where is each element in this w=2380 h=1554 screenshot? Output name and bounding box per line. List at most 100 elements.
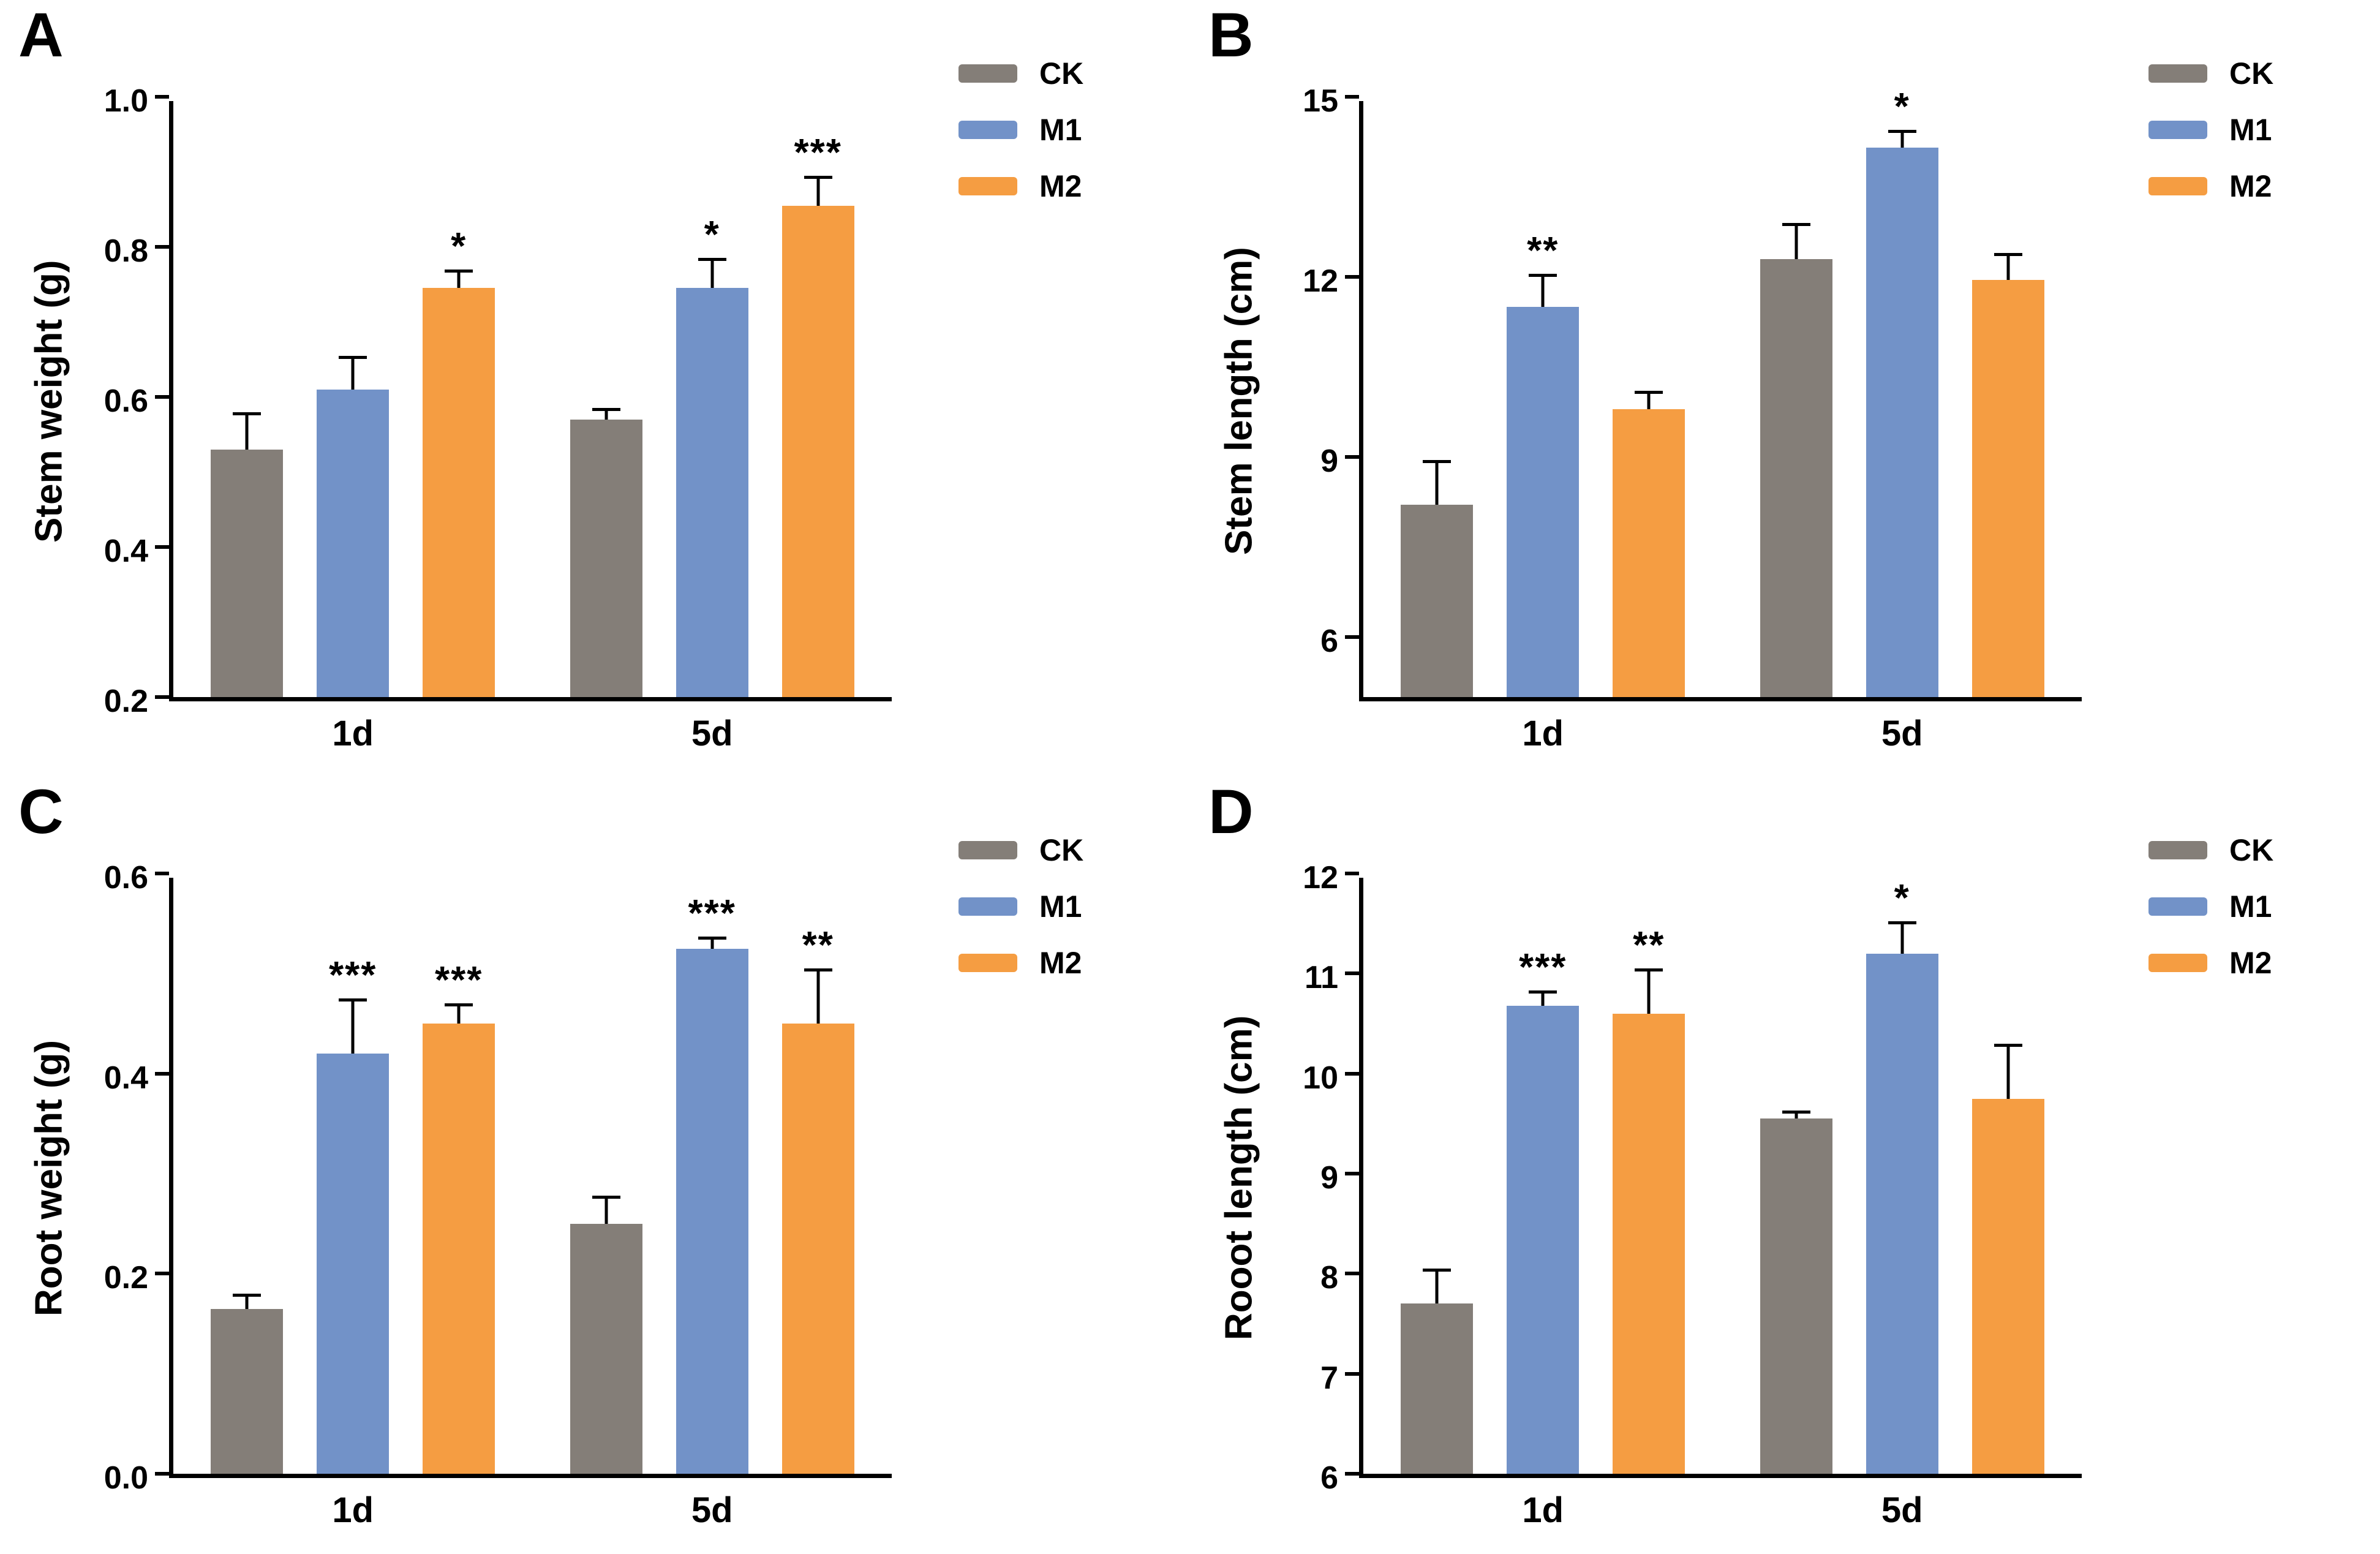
error-bar-line	[1541, 274, 1545, 307]
y-tick-label: 0.4	[104, 1060, 148, 1096]
y-tick-mark	[155, 1272, 169, 1276]
bar-group-5d: *	[1723, 88, 2082, 697]
chart: Root weight (g) 0.0 0.2 0.4 0.6 *** *** *** **…	[21, 862, 892, 1530]
error-bar-cap	[233, 412, 262, 415]
error-bar	[233, 1294, 262, 1309]
y-tick-labels: 0.0 0.2 0.4 0.6	[77, 862, 169, 1494]
y-tick-label: 12	[1303, 263, 1338, 299]
error-bar	[1782, 1111, 1810, 1119]
bar-m1-1d	[317, 355, 390, 697]
error-bar-line	[604, 408, 608, 420]
y-tick-mark	[155, 872, 169, 875]
legend-swatch-ck	[958, 64, 1017, 83]
bar-ck-1d	[1401, 459, 1474, 697]
y-tick-label: 10	[1303, 1060, 1338, 1096]
panel-b: B Stem length (cm) 6 9 12 15 ** * 1d 5d CK M1 M…	[1190, 0, 2380, 777]
x-labels: 1d 5d	[1363, 713, 2082, 754]
y-tick-mark	[155, 695, 169, 699]
y-tick-mark	[1345, 971, 1359, 976]
error-bar-line	[1900, 129, 1904, 148]
bar-m2-5d: **	[781, 927, 854, 1474]
error-bar	[1782, 222, 1810, 259]
bar-m1-5d: ***	[676, 894, 748, 1474]
bar-ck-1d	[211, 412, 284, 697]
legend-label: CK	[2229, 56, 2274, 91]
y-tick-mark	[155, 95, 169, 99]
bar-m2-5d	[1971, 252, 2044, 697]
error-bar	[1423, 1269, 1452, 1304]
error-bar	[1635, 391, 1663, 409]
legend-item-m1: M1	[958, 891, 1083, 922]
legend-label: CK	[1039, 833, 1084, 867]
legend-label: M2	[2229, 169, 2272, 203]
significance-stars: **	[1633, 924, 1665, 967]
error-bar-line	[604, 1195, 608, 1224]
bar-group-5d: *	[1723, 878, 2082, 1474]
bar-group-1d: *** **	[1363, 878, 1723, 1474]
significance-stars: **	[802, 924, 834, 967]
y-tick-label: 7	[1320, 1360, 1338, 1396]
legend-label: CK	[2229, 833, 2274, 867]
legend-swatch-m1	[958, 121, 1017, 139]
y-tick-mark	[1345, 1071, 1359, 1076]
significance-stars: *	[1894, 877, 1910, 920]
x-category-label: 5d	[691, 714, 733, 753]
legend-item-m2: M2	[958, 948, 1083, 978]
y-tick-label: 0.4	[104, 534, 148, 569]
panel-label: A	[18, 0, 64, 70]
legend-label: M2	[1039, 946, 1082, 980]
legend-item-ck: CK	[2148, 58, 2273, 89]
error-bar-line	[457, 269, 461, 289]
error-bar-cap	[1423, 1269, 1452, 1272]
error-bar	[698, 258, 726, 289]
significance-stars: ***	[435, 959, 483, 1002]
significance-stars: *	[451, 225, 467, 268]
y-tick-labels: 0.2 0.4 0.6 0.8 1.0	[77, 85, 169, 717]
legend-item-m2: M2	[2148, 948, 2273, 978]
legend-label: M1	[2229, 113, 2272, 147]
legend-swatch-ck	[2148, 841, 2207, 859]
legend-swatch-m2	[2148, 177, 2207, 195]
chart: Rooot length (cm) 6 7 8 9 10 11 12 *** ** * 1d 5d	[1211, 862, 2082, 1530]
error-bar	[698, 936, 726, 949]
error-bar-cap	[592, 1195, 620, 1199]
legend-item-m2: M2	[2148, 171, 2273, 202]
legend-item-m1: M1	[2148, 115, 2273, 145]
significance-stars: ***	[1519, 946, 1567, 989]
bar-m2-5d: ***	[781, 134, 854, 697]
legend-item-m1: M1	[958, 115, 1083, 145]
error-bar	[339, 355, 367, 390]
bar-groups: *** *** *** **	[173, 878, 892, 1474]
y-tick-label: 0.2	[104, 684, 148, 719]
significance-stars: **	[1527, 230, 1559, 273]
legend-label: M1	[2229, 889, 2272, 924]
error-bar-cap	[804, 175, 832, 179]
error-bar	[1994, 252, 2022, 280]
y-tick-mark	[155, 395, 169, 399]
panel-label: D	[1208, 777, 1254, 847]
error-bar	[592, 408, 620, 420]
panel-label: B	[1208, 0, 1254, 70]
bar-m2-5d	[1971, 1043, 2044, 1474]
y-axis-title: Root weight (g)	[28, 1039, 70, 1316]
error-bar-cap	[339, 998, 367, 1002]
error-bar-cap	[1529, 990, 1557, 994]
error-bar-line	[710, 258, 714, 289]
significance-stars: ***	[794, 131, 842, 174]
error-bar-cap	[1529, 274, 1557, 277]
panel-c: C Root weight (g) 0.0 0.2 0.4 0.6 *** *** ***…	[0, 777, 1190, 1554]
error-bar-cap	[1782, 222, 1810, 226]
bar-m2-1d: ***	[423, 962, 495, 1474]
y-tick-label: 1.0	[104, 83, 148, 119]
error-bar-line	[1541, 990, 1545, 1006]
error-bar	[1529, 990, 1557, 1006]
error-bar	[1529, 274, 1557, 307]
error-bar-cap	[804, 968, 832, 972]
y-tick-mark	[1345, 1172, 1359, 1175]
significance-stars: *	[1894, 85, 1910, 128]
y-tick-label: 11	[1305, 960, 1338, 996]
panel-d: D Rooot length (cm) 6 7 8 9 10 11 12 *** ** * 1d…	[1190, 777, 2380, 1554]
bar-ck-5d	[1760, 222, 1832, 697]
y-tick-mark	[155, 1071, 169, 1076]
bar-group-1d: *	[173, 101, 533, 697]
